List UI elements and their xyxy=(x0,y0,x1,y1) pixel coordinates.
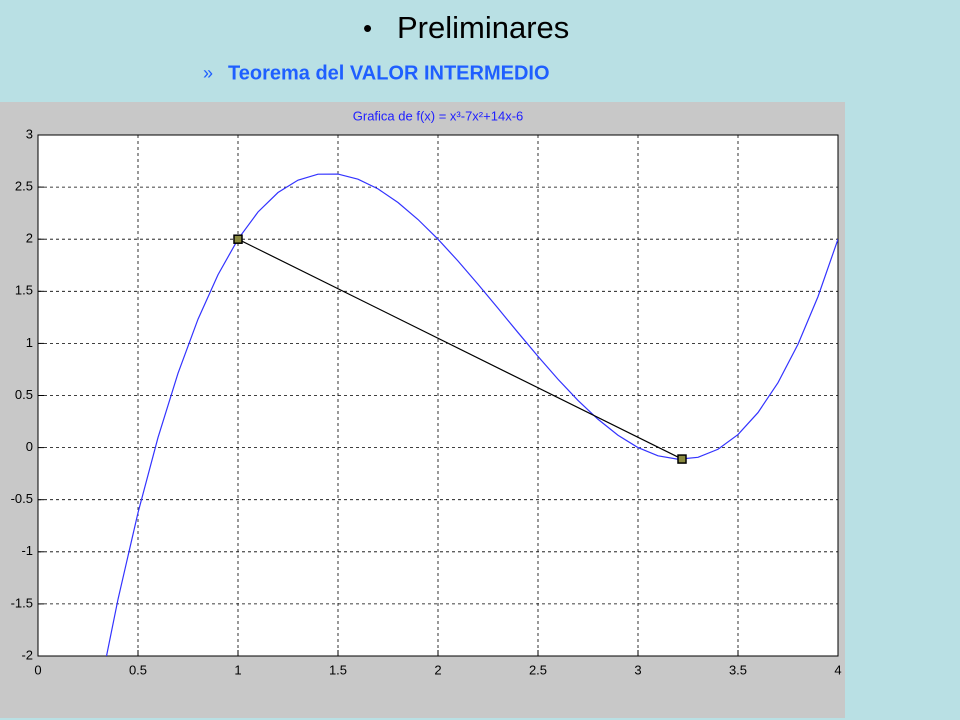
marker xyxy=(233,234,243,244)
x-tick-label: 4 xyxy=(834,662,841,677)
y-tick-label: 2.5 xyxy=(15,179,33,194)
x-tick-label: 2 xyxy=(434,662,441,677)
y-tick-label: 0 xyxy=(26,439,33,454)
x-tick-label: 3 xyxy=(634,662,641,677)
series-line xyxy=(237,238,683,460)
slide-title: Preliminares xyxy=(397,10,569,45)
y-tick-label: -2 xyxy=(21,647,33,662)
plot-lines xyxy=(105,173,838,656)
marker xyxy=(677,454,687,464)
y-tick-label: 2 xyxy=(26,231,33,246)
y-tick-label: -1.5 xyxy=(11,595,33,610)
x-tick-label: 2.5 xyxy=(529,662,547,677)
x-tick-label: 3.5 xyxy=(729,662,747,677)
x-tick-label: 0.5 xyxy=(129,662,147,677)
y-tick-label: 3 xyxy=(26,126,33,141)
y-tick-label: -0.5 xyxy=(11,491,33,506)
y-tick-label: 1.5 xyxy=(15,283,33,298)
y-tick-label: 1 xyxy=(26,335,33,350)
y-tick-label: -1 xyxy=(21,543,33,558)
subtitle-bullet: » xyxy=(203,63,213,83)
chart-title: Grafica de f(x) = x³-7x²+14x-6 xyxy=(353,108,524,123)
title-bullet: • xyxy=(363,13,372,43)
x-tick-label: 0 xyxy=(34,662,41,677)
axes-frame xyxy=(37,134,839,657)
x-tick-label: 1.5 xyxy=(329,662,347,677)
y-tick-label: 0.5 xyxy=(15,387,33,402)
slide-subtitle: Teorema del VALOR INTERMEDIO xyxy=(228,62,550,84)
x-tick-label: 1 xyxy=(234,662,241,677)
series-line xyxy=(105,173,838,656)
